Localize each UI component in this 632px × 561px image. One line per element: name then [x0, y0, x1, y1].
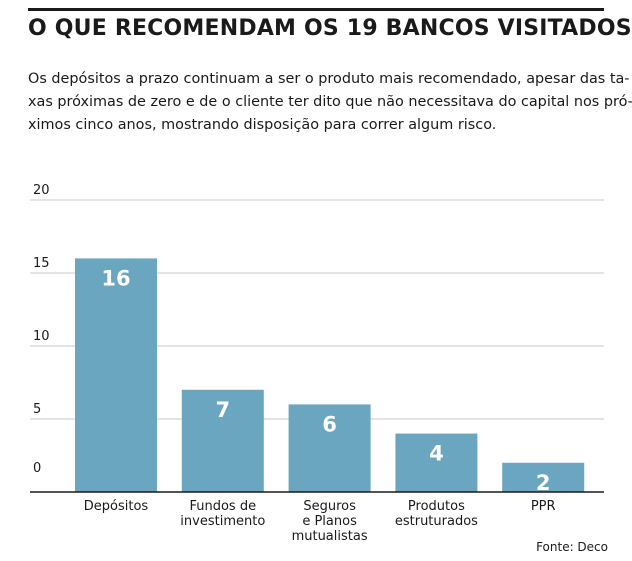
bar-data-label: 2: [536, 471, 551, 495]
category-label: mutualistas: [292, 529, 368, 544]
y-tick-label: 10: [33, 329, 50, 344]
y-tick-label: 0: [33, 461, 41, 476]
bar-data-label: 6: [322, 412, 337, 436]
category-label: e Planos: [302, 514, 357, 529]
subtitle-line: xas próximas de zero e de o cliente ter …: [28, 94, 632, 110]
y-tick-label: 15: [33, 256, 50, 271]
category-label: Depósitos: [84, 499, 149, 514]
category-label: investimento: [180, 514, 265, 529]
bar: [288, 404, 371, 492]
bar-data-label: 16: [101, 266, 130, 290]
category-label: estruturados: [395, 514, 478, 529]
y-tick-label: 5: [33, 402, 41, 417]
category-label: PPR: [531, 499, 556, 514]
bar-data-label: 7: [215, 398, 230, 422]
category-label: Fundos de: [189, 499, 256, 514]
category-label: Seguros: [303, 499, 356, 514]
chart-subtitle: Os depósitos a prazo continuam a ser o p…: [28, 68, 632, 137]
top-rule: [28, 8, 604, 11]
bar: [75, 258, 157, 492]
category-label: Produtos: [408, 499, 465, 514]
bar: [395, 433, 478, 492]
y-tick-label: 20: [33, 183, 50, 198]
subtitle-line: ximos cinco anos, mostrando disposição p…: [28, 117, 497, 133]
bar: [181, 389, 264, 492]
source-note: Fonte: Deco: [536, 540, 608, 554]
bar: [502, 462, 585, 492]
subtitle-line: Os depósitos a prazo continuam a ser o p…: [28, 71, 630, 87]
chart-title: O QUE RECOMENDAM OS 19 BANCOS VISITADOS?: [28, 16, 632, 41]
bar-data-label: 4: [429, 442, 444, 466]
